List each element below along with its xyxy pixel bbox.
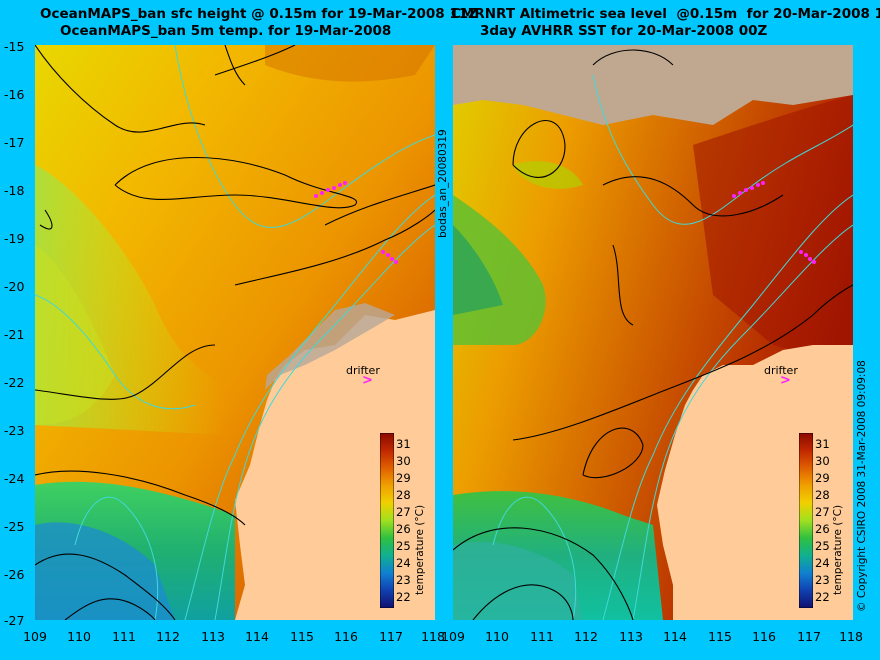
left-y-tick: -16 bbox=[4, 87, 25, 102]
left-y-tick: -15 bbox=[4, 39, 25, 54]
left-x-tick: 113 bbox=[201, 629, 225, 644]
left-y-tick: -17 bbox=[4, 135, 25, 150]
left-title-line2: OceanMAPS_ban 5m temp. for 19-Mar-2008 bbox=[60, 23, 392, 39]
left-colorbar-label: temperature (°C) bbox=[414, 504, 426, 595]
right-cb-tick: 27 bbox=[815, 505, 830, 519]
right-drifter-label: drifter bbox=[764, 364, 798, 377]
left-drifter-marker: > bbox=[362, 373, 373, 388]
right-x-tick: 112 bbox=[574, 629, 598, 644]
left-x-tick: 117 bbox=[379, 629, 403, 644]
right-cb-tick: 24 bbox=[815, 556, 830, 570]
left-cb-tick: 31 bbox=[396, 437, 411, 451]
left-x-tick: 116 bbox=[334, 629, 358, 644]
right-map-canvas bbox=[453, 45, 853, 620]
right-cb-tick: 25 bbox=[815, 539, 830, 553]
right-cb-tick: 30 bbox=[815, 454, 830, 468]
left-y-tick: -20 bbox=[4, 279, 25, 294]
right-colorbar bbox=[799, 433, 813, 608]
right-x-tick: 109 bbox=[441, 629, 465, 644]
left-title-line1: OceanMAPS_ban sfc height @ 0.15m for 19-… bbox=[40, 6, 478, 22]
left-x-tick: 109 bbox=[23, 629, 47, 644]
left-y-tick: -24 bbox=[4, 471, 25, 486]
copyright-label: © Copyright CSIRO 2008 31-Mar-2008 09:09… bbox=[856, 360, 868, 612]
right-cb-tick: 23 bbox=[815, 573, 830, 587]
right-cb-tick: 29 bbox=[815, 471, 830, 485]
left-y-tick: -19 bbox=[4, 231, 25, 246]
right-x-tick: 113 bbox=[619, 629, 643, 644]
right-drifter-marker: > bbox=[780, 373, 791, 388]
left-y-tick: -23 bbox=[4, 423, 25, 438]
left-y-tick: -26 bbox=[4, 567, 25, 582]
left-x-tick: 118 bbox=[421, 629, 445, 644]
left-map-canvas bbox=[35, 45, 435, 620]
right-x-tick: 114 bbox=[663, 629, 687, 644]
right-cb-tick: 31 bbox=[815, 437, 830, 451]
left-y-tick: -22 bbox=[4, 375, 25, 390]
right-title-line1: CMRNRT Altimetric sea level @0.15m for 2… bbox=[451, 6, 880, 22]
left-cb-tick: 28 bbox=[396, 488, 411, 502]
run-id-label: bodas_an_20080319 bbox=[437, 129, 449, 238]
right-x-tick: 117 bbox=[797, 629, 821, 644]
right-colorbar-label: temperature (°C) bbox=[832, 504, 844, 595]
left-cb-tick: 25 bbox=[396, 539, 411, 553]
right-x-tick: 118 bbox=[839, 629, 863, 644]
left-map-panel bbox=[35, 45, 435, 620]
left-cb-tick: 30 bbox=[396, 454, 411, 468]
left-cb-tick: 22 bbox=[396, 590, 411, 604]
right-title-line2: 3day AVHRR SST for 20-Mar-2008 00Z bbox=[480, 23, 768, 39]
left-y-tick: -27 bbox=[4, 613, 25, 628]
right-cb-tick: 28 bbox=[815, 488, 830, 502]
left-cb-tick: 24 bbox=[396, 556, 411, 570]
left-x-tick: 110 bbox=[67, 629, 91, 644]
left-y-tick: -18 bbox=[4, 183, 25, 198]
right-x-tick: 110 bbox=[485, 629, 509, 644]
left-x-tick: 115 bbox=[290, 629, 314, 644]
left-y-tick: -25 bbox=[4, 519, 25, 534]
left-cb-tick: 29 bbox=[396, 471, 411, 485]
right-cb-tick: 22 bbox=[815, 590, 830, 604]
left-x-tick: 112 bbox=[156, 629, 180, 644]
left-cb-tick: 26 bbox=[396, 522, 411, 536]
left-cb-tick: 27 bbox=[396, 505, 411, 519]
right-cb-tick: 26 bbox=[815, 522, 830, 536]
left-cb-tick: 23 bbox=[396, 573, 411, 587]
right-x-tick: 116 bbox=[752, 629, 776, 644]
right-x-tick: 115 bbox=[708, 629, 732, 644]
left-x-tick: 114 bbox=[245, 629, 269, 644]
left-x-tick: 111 bbox=[112, 629, 136, 644]
left-y-tick: -21 bbox=[4, 327, 25, 342]
left-colorbar bbox=[380, 433, 394, 608]
right-x-tick: 111 bbox=[530, 629, 554, 644]
left-drifter-label: drifter bbox=[346, 364, 380, 377]
right-map-panel bbox=[453, 45, 853, 620]
